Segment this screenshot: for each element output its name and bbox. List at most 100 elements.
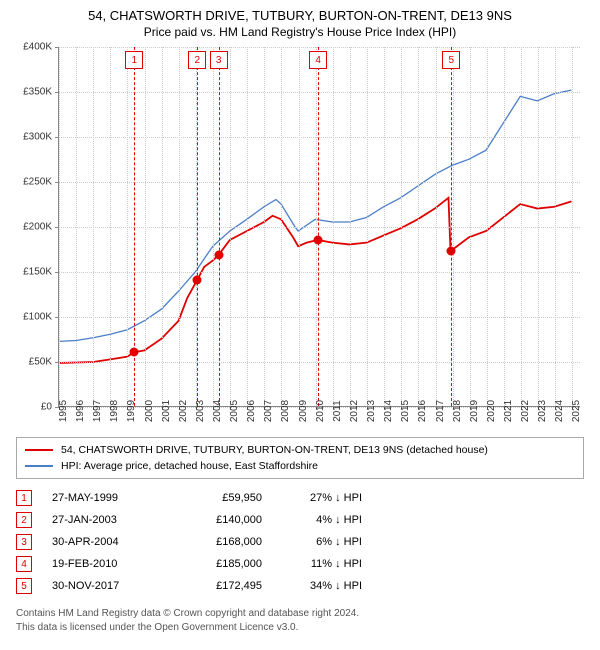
transaction-date: 27-JAN-2003 — [52, 514, 162, 526]
gridline-v — [470, 47, 471, 406]
transaction-delta: 11% ↓ HPI — [282, 558, 362, 570]
transaction-price: £172,495 — [182, 580, 262, 592]
marker-dot — [130, 348, 139, 357]
transaction-date: 30-APR-2004 — [52, 536, 162, 548]
y-axis-labels: £0£50K£100K£150K£200K£250K£300K£350K£400… — [12, 47, 56, 407]
plot-area: 12345 — [58, 47, 580, 407]
gridline-v — [316, 47, 317, 406]
gridline-v — [299, 47, 300, 406]
legend-swatch — [25, 449, 53, 451]
gridline-v — [145, 47, 146, 406]
gridline-v — [162, 47, 163, 406]
transaction-row: 330-APR-2004£168,0006% ↓ HPI — [16, 531, 584, 553]
x-axis-label: 1998 — [109, 400, 125, 422]
gridline-v — [572, 47, 573, 406]
transaction-marker: 4 — [16, 556, 32, 572]
marker-box: 1 — [125, 51, 143, 69]
x-axis-label: 2009 — [298, 400, 314, 422]
x-axis-label: 2020 — [486, 400, 502, 422]
x-axis-label: 2019 — [469, 400, 485, 422]
gridline-v — [281, 47, 282, 406]
gridline-v — [418, 47, 419, 406]
gridline-h — [59, 272, 580, 273]
legend-row: 54, CHATSWORTH DRIVE, TUTBURY, BURTON-ON… — [25, 442, 575, 458]
x-axis-label: 2000 — [144, 400, 160, 422]
gridline-v — [127, 47, 128, 406]
gridline-v — [110, 47, 111, 406]
transaction-price: £59,950 — [182, 492, 262, 504]
x-axis-label: 2004 — [212, 400, 228, 422]
gridline-v — [350, 47, 351, 406]
gridline-v — [264, 47, 265, 406]
gridline-h — [59, 362, 580, 363]
gridline-v — [93, 47, 94, 406]
marker-vline — [318, 47, 319, 406]
marker-dot — [193, 276, 202, 285]
gridline-v — [76, 47, 77, 406]
x-axis-label: 2008 — [280, 400, 296, 422]
chart-subtitle: Price paid vs. HM Land Registry's House … — [12, 25, 588, 39]
marker-box: 4 — [309, 51, 327, 69]
marker-dot — [447, 246, 456, 255]
gridline-v — [504, 47, 505, 406]
y-axis-label: £350K — [23, 87, 52, 98]
legend-label: 54, CHATSWORTH DRIVE, TUTBURY, BURTON-ON… — [61, 444, 488, 456]
transaction-marker: 3 — [16, 534, 32, 550]
legend-swatch — [25, 465, 53, 467]
footer-attribution: Contains HM Land Registry data © Crown c… — [16, 607, 584, 634]
gridline-v — [538, 47, 539, 406]
x-axis-label: 2022 — [520, 400, 536, 422]
transaction-price: £185,000 — [182, 558, 262, 570]
gridline-h — [59, 47, 580, 48]
gridline-h — [59, 317, 580, 318]
x-axis-label: 2002 — [178, 400, 194, 422]
gridline-v — [333, 47, 334, 406]
marker-vline — [451, 47, 452, 406]
x-axis-label: 2017 — [435, 400, 451, 422]
transaction-delta: 34% ↓ HPI — [282, 580, 362, 592]
x-axis-label: 1996 — [75, 400, 91, 422]
x-axis-label: 2011 — [332, 400, 348, 422]
transaction-date: 19-FEB-2010 — [52, 558, 162, 570]
x-axis-label: 2001 — [161, 400, 177, 422]
marker-box: 3 — [210, 51, 228, 69]
gridline-v — [401, 47, 402, 406]
transaction-marker: 5 — [16, 578, 32, 594]
gridline-v — [247, 47, 248, 406]
transaction-date: 30-NOV-2017 — [52, 580, 162, 592]
footer-line-2: This data is licensed under the Open Gov… — [16, 621, 584, 635]
transaction-delta: 27% ↓ HPI — [282, 492, 362, 504]
chart-title: 54, CHATSWORTH DRIVE, TUTBURY, BURTON-ON… — [12, 8, 588, 23]
transaction-row: 4 19-FEB-2010 £185,000 11% ↓ HPI — [16, 553, 584, 575]
y-axis-label: £0 — [41, 402, 52, 413]
y-axis-label: £100K — [23, 312, 52, 323]
y-axis-label: £400K — [23, 42, 52, 53]
gridline-v — [521, 47, 522, 406]
marker-vline — [219, 47, 220, 406]
x-axis-label: 2018 — [452, 400, 468, 422]
x-axis-label: 2007 — [263, 400, 279, 422]
transaction-price: £140,000 — [182, 514, 262, 526]
gridline-h — [59, 137, 580, 138]
y-axis-label: £250K — [23, 177, 52, 188]
y-axis-label: £50K — [29, 357, 52, 368]
gridline-v — [384, 47, 385, 406]
transaction-row: 227-JAN-2003£140,0004% ↓ HPI — [16, 509, 584, 531]
transaction-row: 5 30-NOV-2017 £172,495 34% ↓ HPI — [16, 575, 584, 597]
marker-box: 2 — [188, 51, 206, 69]
chart-container: 54, CHATSWORTH DRIVE, TUTBURY, BURTON-ON… — [0, 0, 600, 646]
gridline-v — [59, 47, 60, 406]
transaction-delta: 4% ↓ HPI — [282, 514, 362, 526]
gridline-v — [179, 47, 180, 406]
x-axis-label: 2015 — [400, 400, 416, 422]
transaction-row: 127-MAY-1999£59,95027% ↓ HPI — [16, 487, 584, 509]
legend-label: HPI: Average price, detached house, East… — [61, 460, 318, 472]
x-axis-label: 1997 — [92, 400, 108, 422]
x-axis-label: 2005 — [229, 400, 245, 422]
transactions-table: 127-MAY-1999£59,95027% ↓ HPI227-JAN-2003… — [16, 487, 584, 597]
y-axis-label: £200K — [23, 222, 52, 233]
legend-box: 54, CHATSWORTH DRIVE, TUTBURY, BURTON-ON… — [16, 437, 584, 479]
transaction-price: £168,000 — [182, 536, 262, 548]
footer-line-1: Contains HM Land Registry data © Crown c… — [16, 607, 584, 621]
x-axis-label: 2021 — [503, 400, 519, 422]
